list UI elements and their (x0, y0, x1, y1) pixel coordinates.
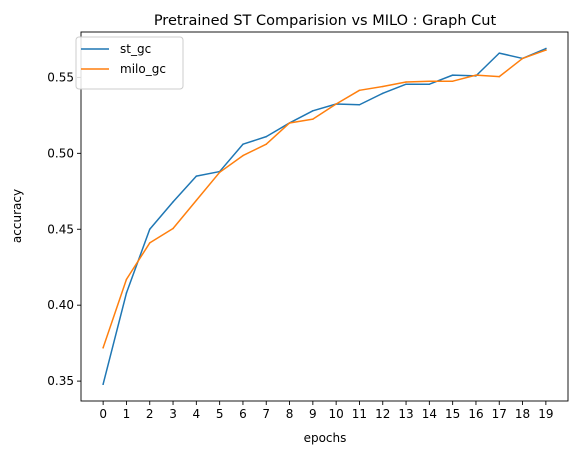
x-tick-label: 0 (99, 407, 107, 421)
x-tick-label: 2 (146, 407, 154, 421)
x-tick-label: 11 (352, 407, 367, 421)
y-tick-label: 0.45 (47, 222, 74, 236)
x-axis-label: epochs (304, 431, 347, 445)
data-point-st_gc (545, 47, 547, 50)
data-point-st_gc (148, 228, 151, 231)
data-point-st_gc (498, 52, 501, 54)
data-point-milo_gc (428, 80, 431, 82)
plot-area (80, 31, 569, 402)
x-tick-label: 1 (123, 407, 131, 421)
x-tick-label: 13 (398, 407, 413, 421)
data-point-st_gc (382, 92, 384, 95)
legend-label-milo_gc: milo_gc (120, 62, 166, 76)
data-point-st_gc (312, 110, 314, 112)
data-point-milo_gc (498, 75, 501, 78)
data-point-st_gc (428, 83, 431, 85)
x-tick-label: 10 (329, 407, 344, 421)
legend-label-st_gc: st_gc (120, 42, 151, 56)
data-point-st_gc (102, 383, 104, 385)
data-point-st_gc (358, 103, 361, 106)
data-point-st_gc (195, 175, 198, 177)
series-line-milo_gc (102, 49, 547, 349)
data-point-milo_gc (172, 227, 174, 230)
x-tick-label: 18 (515, 407, 530, 421)
data-point-milo_gc (312, 118, 314, 120)
data-point-milo_gc (265, 143, 267, 145)
data-point-milo_gc (218, 171, 221, 174)
data-point-milo_gc (125, 278, 128, 281)
y-axis-label: accuracy (10, 189, 24, 243)
data-point-st_gc (405, 83, 407, 85)
x-tick-label: 5 (216, 407, 224, 421)
data-point-milo_gc (195, 199, 198, 202)
data-point-milo_gc (451, 80, 454, 82)
data-point-st_gc (125, 292, 128, 294)
data-point-st_gc (265, 135, 267, 138)
x-tick-label: 3 (169, 407, 177, 421)
y-tick-label: 0.40 (47, 298, 74, 312)
y-tick-label: 0.35 (47, 374, 74, 388)
plot-frame (80, 31, 569, 402)
x-tick-label: 15 (445, 407, 460, 421)
data-point-milo_gc (405, 81, 407, 83)
data-point-milo_gc (335, 103, 337, 105)
data-point-milo_gc (102, 346, 104, 349)
data-point-milo_gc (382, 85, 384, 88)
data-point-milo_gc (358, 89, 361, 92)
x-tick-label: 16 (468, 407, 483, 421)
y-tick-label: 0.50 (47, 146, 74, 160)
y-tick-label: 0.55 (47, 70, 74, 84)
x-tick-label: 7 (262, 407, 270, 421)
chart-title: Pretrained ST Comparision vs MILO : Grap… (154, 13, 497, 29)
x-tick-label: 8 (286, 407, 294, 421)
data-point-milo_gc (288, 122, 291, 124)
data-point-milo_gc (242, 154, 244, 157)
data-point-milo_gc (475, 74, 477, 76)
x-tick-label: 4 (193, 407, 201, 421)
legend-box (75, 36, 184, 90)
x-tick-label: 6 (239, 407, 247, 421)
x-tick-label: 12 (375, 407, 390, 421)
data-point-st_gc (242, 143, 244, 145)
y-axis: 0.35 0.40 0.45 0.50 0.55 (47, 70, 81, 388)
data-point-st_gc (172, 201, 174, 203)
series-layer (102, 47, 547, 386)
x-tick-label: 19 (538, 407, 553, 421)
x-tick-label: 17 (492, 407, 507, 421)
x-tick-label: 14 (422, 407, 437, 421)
data-point-st_gc (451, 74, 454, 76)
data-point-milo_gc (521, 57, 524, 60)
data-point-milo_gc (545, 49, 547, 51)
data-point-milo_gc (148, 242, 151, 244)
x-axis: 0 1 2 3 4 5 6 7 8 9 10 11 12 13 14 15 16 17 18 19 (99, 401, 554, 421)
legend: st_gc milo_gc (75, 36, 184, 90)
x-tick-label: 9 (309, 407, 317, 421)
